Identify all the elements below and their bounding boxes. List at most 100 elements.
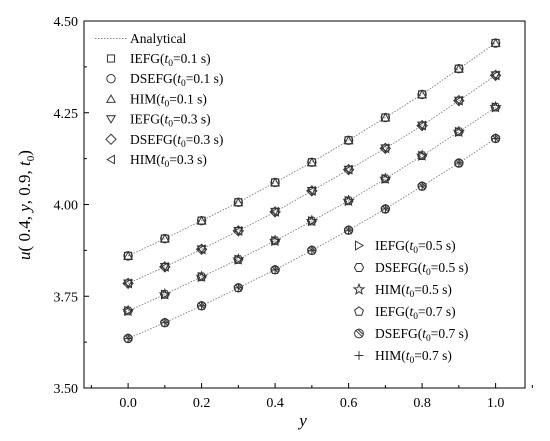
y-tick-label: 4.25 <box>54 107 79 122</box>
data-point <box>489 100 502 113</box>
legend-label: DSEFG(t0=0.1 s) <box>130 71 223 89</box>
data-point <box>454 95 463 106</box>
data-point <box>232 253 245 265</box>
analytical-curve <box>127 138 496 339</box>
y-axis-title: u( 0.4, y, 0.9, t0) <box>15 150 37 260</box>
y-axis: 3.50 3.75 4.00 4.25 4.50 <box>54 15 89 397</box>
data-point <box>344 225 353 235</box>
data-point <box>306 157 317 167</box>
data-point <box>270 206 280 217</box>
x-tick-label: 1.0 <box>487 396 505 411</box>
data-point <box>123 278 133 289</box>
data-point <box>306 187 317 196</box>
data-point <box>379 172 392 185</box>
legend-label: HIM(t0=0.3 s) <box>130 152 207 170</box>
x-tick-label: 0.8 <box>413 396 431 411</box>
data-point <box>380 144 391 154</box>
data-point <box>417 89 428 99</box>
x-tick-label: 0.2 <box>193 396 211 411</box>
data-point <box>233 225 243 236</box>
legend-label: DSEFG(t0=0.3 s) <box>130 132 223 150</box>
data-point <box>195 270 208 283</box>
data-point <box>196 215 207 225</box>
data-point <box>490 70 500 81</box>
x-tick-label: 0.0 <box>119 396 137 411</box>
data-point <box>121 304 135 317</box>
legend-label: DSEFG(t0=0.5 s) <box>375 260 468 278</box>
data-point <box>307 185 316 196</box>
legend-label: HIM(t0=0.5 s) <box>375 282 452 300</box>
legend-bottom-right: IEFG(t0=0.5 s) DSEFG(t0=0.5 s) HIM(t0=0.5 … <box>352 238 468 366</box>
data-point <box>159 233 170 243</box>
x-axis-title: y <box>297 411 307 430</box>
data-point <box>123 279 134 289</box>
y-tick-label: 3.50 <box>54 382 79 397</box>
data-point <box>196 244 206 255</box>
data-point <box>353 263 365 272</box>
data-point <box>343 164 353 175</box>
data-point <box>454 158 464 168</box>
marker-ring <box>354 328 364 339</box>
data-point <box>343 165 354 175</box>
legend-label: HIM(t0=0.7 s) <box>375 348 452 366</box>
data-point <box>417 121 428 131</box>
legend-label: IEFG(t0=0.1 s) <box>130 51 211 69</box>
data-point <box>452 125 466 138</box>
data-point <box>233 227 244 236</box>
data-point <box>270 207 281 217</box>
legend-label: HIM(t0=0.1 s) <box>130 91 207 109</box>
legend-label: IEFG(t0=0.5 s) <box>375 238 456 256</box>
x-axis: 0.0 0.2 0.4 0.6 0.8 1.0 <box>90 383 533 411</box>
legend-label-analytical: Analytical <box>130 31 186 46</box>
data-point <box>354 328 364 339</box>
data-point <box>354 351 364 360</box>
data-point <box>381 204 390 214</box>
data-point <box>196 245 207 255</box>
data-point <box>105 133 117 146</box>
data-point <box>106 74 116 84</box>
data-point <box>123 334 133 343</box>
data-point <box>453 63 464 73</box>
data-point <box>491 134 500 143</box>
data-point <box>106 54 116 63</box>
data-point <box>197 301 206 310</box>
data-point <box>354 240 365 251</box>
data-point <box>234 283 243 293</box>
series-markers <box>121 38 502 344</box>
data-point <box>453 96 464 106</box>
data-point <box>305 214 319 227</box>
legend-top-left: Analytical IEFG(t0=0.1 s) DSEFG(t0=0.1 s) H… <box>95 31 223 170</box>
data-point <box>415 149 429 161</box>
data-point <box>380 143 390 154</box>
data-point <box>417 181 427 191</box>
data-point <box>106 154 115 165</box>
data-point <box>490 71 501 81</box>
analytical-curves <box>127 42 496 339</box>
y-tick-label: 4.00 <box>54 199 79 214</box>
data-point <box>105 115 117 124</box>
y-tick-label: 4.50 <box>54 15 79 30</box>
data-point <box>105 94 117 103</box>
data-point <box>160 318 170 327</box>
data-point <box>352 282 366 295</box>
legend-label: IEFG(t0=0.3 s) <box>130 112 211 130</box>
data-point <box>343 135 354 145</box>
data-point <box>380 112 391 122</box>
data-point <box>307 246 317 255</box>
x-tick-label: 0.6 <box>340 396 358 411</box>
data-point <box>268 234 282 247</box>
marker-hatch <box>355 330 363 337</box>
data-point <box>160 261 169 272</box>
marker-hatch <box>357 329 364 335</box>
y-tick-label: 3.75 <box>54 290 79 305</box>
data-point <box>159 262 170 272</box>
data-point <box>354 306 364 316</box>
data-point <box>158 287 172 300</box>
data-point <box>270 265 280 275</box>
data-point <box>342 194 355 207</box>
data-point <box>270 177 281 187</box>
data-point <box>233 197 244 207</box>
analytical-curve <box>127 106 496 312</box>
data-point <box>123 251 134 260</box>
legend-label: IEFG(t0=0.7 s) <box>375 304 456 322</box>
